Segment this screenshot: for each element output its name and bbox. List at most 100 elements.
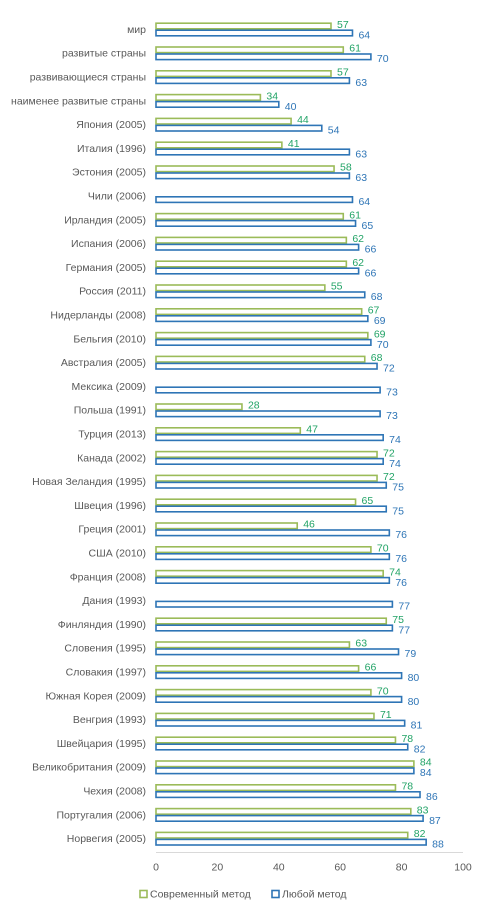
bar-modern-method bbox=[155, 117, 292, 125]
category-label: Эстония (2005) bbox=[72, 167, 146, 179]
bar-modern-method bbox=[155, 212, 345, 221]
bar-modern-method bbox=[155, 664, 360, 673]
data-label-modern-method: 68 bbox=[371, 352, 383, 364]
bar-modern-method bbox=[155, 307, 363, 316]
bar-any-method bbox=[155, 29, 354, 37]
data-label-any-method: 81 bbox=[411, 720, 423, 732]
data-label-modern-method: 70 bbox=[377, 685, 389, 697]
data-label-modern-method: 63 bbox=[355, 638, 367, 650]
bar-any-method bbox=[155, 172, 351, 180]
bar-modern-method bbox=[155, 712, 375, 720]
data-label-modern-method: 74 bbox=[389, 566, 401, 578]
bar-any-method bbox=[155, 148, 351, 156]
category-label: Словакия (1997) bbox=[66, 667, 146, 679]
category-label: Бельгия (2010) bbox=[73, 333, 146, 345]
bar-any-method bbox=[155, 457, 384, 466]
category-label: Ирландия (2005) bbox=[64, 214, 146, 226]
data-label-any-method: 40 bbox=[285, 101, 297, 113]
category-label: Португалия (2006) bbox=[56, 809, 146, 821]
data-label-any-method: 76 bbox=[395, 529, 407, 541]
bar-modern-method bbox=[155, 736, 397, 744]
bar-modern-method bbox=[155, 403, 243, 411]
category-label: Мексика (2009) bbox=[72, 381, 146, 393]
data-label-any-method: 63 bbox=[355, 77, 367, 89]
data-label-any-method: 80 bbox=[408, 696, 420, 708]
data-label-modern-method: 44 bbox=[297, 114, 309, 126]
data-label-modern-method: 75 bbox=[392, 614, 404, 626]
data-label-any-method: 80 bbox=[408, 672, 420, 684]
data-label-any-method: 65 bbox=[362, 220, 374, 232]
data-label-modern-method: 41 bbox=[288, 138, 300, 150]
bar-any-method bbox=[155, 433, 384, 442]
bar-any-method bbox=[155, 219, 357, 228]
data-label-modern-method: 78 bbox=[401, 781, 413, 793]
bar-modern-method bbox=[155, 46, 345, 54]
bar-any-method bbox=[155, 814, 424, 822]
bar-any-method bbox=[155, 314, 369, 323]
data-label-modern-method: 65 bbox=[362, 495, 374, 507]
data-label-modern-method: 62 bbox=[352, 233, 364, 245]
data-label-any-method: 66 bbox=[365, 267, 377, 279]
bar-modern-method bbox=[155, 236, 348, 244]
x-tick-label: 60 bbox=[334, 862, 346, 874]
category-label: Венгрия (1993) bbox=[73, 714, 146, 726]
category-label: мир bbox=[127, 24, 146, 36]
bar-modern-method bbox=[155, 545, 372, 554]
x-tick-label: 80 bbox=[396, 862, 408, 874]
category-label: Россия (2011) bbox=[79, 286, 146, 298]
legend-swatch-any-method bbox=[271, 889, 280, 899]
category-label: Финляндия (1990) bbox=[58, 619, 146, 631]
data-label-modern-method: 46 bbox=[303, 519, 315, 531]
data-label-modern-method: 58 bbox=[340, 162, 352, 174]
data-label-any-method: 77 bbox=[398, 601, 410, 613]
category-label: Германия (2005) bbox=[66, 262, 146, 274]
category-label: США (2010) bbox=[89, 548, 146, 560]
data-label-modern-method: 62 bbox=[352, 257, 364, 269]
data-label-any-method: 74 bbox=[389, 434, 401, 446]
data-label-any-method: 76 bbox=[395, 553, 407, 565]
x-tick-label: 0 bbox=[153, 862, 159, 874]
legend-swatch-modern-method bbox=[139, 889, 148, 899]
data-label-any-method: 79 bbox=[405, 648, 417, 660]
bar-any-method bbox=[155, 291, 366, 299]
legend-label-modern-method: Современный метод bbox=[150, 889, 251, 901]
bar-any-method bbox=[155, 338, 372, 347]
bar-any-method bbox=[155, 790, 421, 799]
bar-modern-method bbox=[155, 426, 302, 435]
category-label: Швейцария (1995) bbox=[57, 738, 146, 750]
category-label: Словения (1995) bbox=[64, 643, 146, 655]
data-label-modern-method: 67 bbox=[368, 305, 380, 317]
data-label-any-method: 84 bbox=[420, 767, 432, 779]
category-label: Италия (1996) bbox=[77, 143, 146, 155]
bar-any-method bbox=[155, 481, 388, 489]
data-label-any-method: 64 bbox=[358, 29, 370, 41]
bar-modern-method bbox=[155, 760, 415, 768]
data-label-any-method: 73 bbox=[386, 410, 398, 422]
bar-any-method bbox=[155, 267, 360, 275]
bar-modern-method bbox=[155, 22, 332, 30]
x-tick-label: 20 bbox=[212, 862, 224, 874]
data-label-modern-method: 61 bbox=[349, 43, 361, 55]
bar-any-method bbox=[155, 53, 372, 61]
data-label-any-method: 75 bbox=[392, 505, 404, 517]
bar-any-method bbox=[155, 838, 427, 846]
data-label-modern-method: 82 bbox=[414, 828, 426, 840]
data-label-modern-method: 28 bbox=[248, 400, 260, 412]
bar-any-method bbox=[155, 600, 394, 608]
category-label: Великобритания (2009) bbox=[32, 762, 146, 774]
category-label: Франция (2008) bbox=[70, 571, 146, 583]
data-label-any-method: 87 bbox=[429, 815, 441, 827]
data-label-modern-method: 70 bbox=[377, 543, 389, 555]
category-label: развивающиеся страны bbox=[30, 72, 146, 84]
bar-any-method bbox=[155, 576, 391, 584]
category-labels: мир развитые страны развивающиеся страны на… bbox=[11, 24, 146, 845]
bar-modern-method bbox=[155, 450, 378, 459]
bar-any-method bbox=[155, 743, 409, 751]
bar-modern-method bbox=[155, 331, 369, 340]
bar-modern-method bbox=[155, 498, 357, 506]
legend: Современный метод Любой метод bbox=[139, 889, 347, 901]
data-label-modern-method: 72 bbox=[383, 447, 395, 459]
category-label: Япония (2005) bbox=[76, 119, 146, 131]
bar-any-method bbox=[155, 505, 388, 513]
